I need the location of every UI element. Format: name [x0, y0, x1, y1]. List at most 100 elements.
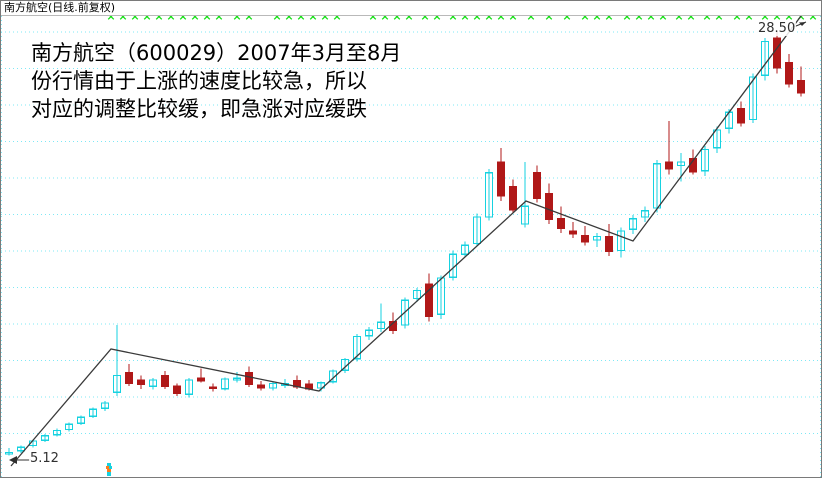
- swing-low-price-label: 5.12: [29, 451, 60, 466]
- candlestick: [760, 40, 770, 76]
- candlestick: [64, 423, 74, 431]
- candlestick: [556, 218, 566, 230]
- svg-text:×: ×: [272, 16, 281, 23]
- candlestick: [100, 402, 110, 409]
- candlestick: [88, 408, 98, 417]
- svg-text:×: ×: [332, 16, 341, 23]
- candlestick: [472, 216, 482, 245]
- candlestick: [52, 429, 62, 436]
- svg-text:×: ×: [526, 16, 535, 23]
- candlestick: [736, 108, 746, 124]
- svg-text:×: ×: [432, 16, 441, 23]
- candlestick: [352, 335, 362, 360]
- svg-text:×: ×: [732, 16, 741, 23]
- svg-text:×: ×: [244, 16, 253, 23]
- svg-text:×: ×: [214, 16, 223, 23]
- svg-text:×: ×: [484, 16, 493, 23]
- candlestick: [640, 210, 650, 218]
- chart-gridlines: [1, 16, 821, 477]
- candlestick: [364, 329, 374, 337]
- candlestick: [580, 234, 590, 243]
- candlestick: [76, 416, 86, 425]
- svg-text:×: ×: [674, 16, 683, 23]
- candlestick: [376, 321, 386, 330]
- candlestick: [400, 299, 410, 326]
- svg-text:×: ×: [284, 16, 293, 23]
- candlestick: [772, 37, 782, 69]
- candlestick: [532, 171, 542, 199]
- candlestick-series[interactable]: × × × × × × × × × × × × × × × × × × × × × × × × × × × × × × × × × × × × × × × ×…: [1, 16, 821, 477]
- svg-text:×: ×: [368, 16, 377, 23]
- candlestick: [256, 384, 266, 389]
- candlestick: [136, 379, 146, 386]
- svg-text:×: ×: [308, 16, 317, 23]
- candlestick: [184, 379, 194, 395]
- candlestick: [40, 435, 50, 441]
- svg-text:×: ×: [320, 16, 329, 23]
- volume-indicator-icon: [106, 463, 112, 476]
- page-title: 南方航空(日线.前复权): [4, 1, 116, 14]
- svg-text:×: ×: [646, 16, 655, 23]
- candlestick: [676, 161, 686, 167]
- candle-group: [4, 30, 806, 456]
- svg-text:×: ×: [392, 16, 401, 23]
- svg-text:×: ×: [714, 16, 723, 23]
- low-label-arrowhead: [9, 456, 17, 464]
- candlestick: [112, 374, 122, 393]
- candlestick: [712, 129, 722, 149]
- svg-text:×: ×: [760, 16, 769, 23]
- chart-plot-area[interactable]: × × × × × × × × × × × × × × × × × × × × × × × × × × × × × × × × × × × × × × × ×…: [1, 16, 821, 477]
- svg-text:×: ×: [622, 16, 631, 23]
- svg-text:×: ×: [118, 16, 127, 23]
- svg-text:×: ×: [796, 16, 805, 23]
- candlestick: [484, 171, 494, 218]
- candlestick: [160, 374, 170, 387]
- candlestick: [604, 235, 614, 253]
- svg-text:×: ×: [544, 16, 553, 23]
- candlestick: [592, 235, 602, 241]
- svg-text:×: ×: [404, 16, 413, 23]
- candlestick: [196, 377, 206, 382]
- candlestick: [340, 358, 350, 371]
- svg-text:×: ×: [702, 16, 711, 23]
- svg-text:×: ×: [772, 16, 781, 23]
- candlestick: [220, 378, 230, 390]
- candlestick: [496, 161, 506, 197]
- candlestick: [784, 62, 794, 85]
- commentary-line-3: 对应的调整比较缓，即急涨对应缓跌: [31, 97, 367, 121]
- candlestick: [508, 186, 518, 211]
- swing-high-price-label: 28.50: [757, 21, 797, 36]
- candlestick: [244, 372, 254, 386]
- candlestick: [232, 377, 242, 381]
- candlestick: [4, 451, 14, 455]
- svg-text:×: ×: [106, 16, 115, 23]
- svg-text:×: ×: [592, 16, 601, 23]
- svg-text:×: ×: [508, 16, 517, 23]
- candlestick: [544, 193, 554, 221]
- candlestick: [700, 148, 710, 172]
- candlestick: [748, 76, 758, 121]
- svg-text:×: ×: [154, 16, 163, 23]
- high-label-arrowhead: [799, 22, 806, 26]
- candlestick: [148, 379, 158, 387]
- svg-text:×: ×: [190, 16, 199, 23]
- svg-text:×: ×: [380, 16, 389, 23]
- candlestick: [412, 289, 422, 300]
- svg-text:×: ×: [686, 16, 695, 23]
- commentary-line-1: 南方航空（600029）2007年3月至8月: [31, 41, 402, 65]
- candlestick: [616, 230, 626, 252]
- candlestick: [328, 370, 338, 383]
- svg-text:×: ×: [460, 16, 469, 23]
- svg-text:×: ×: [744, 16, 753, 23]
- candlestick: [172, 385, 182, 394]
- svg-text:×: ×: [472, 16, 481, 23]
- svg-text:×: ×: [296, 16, 305, 23]
- candlestick: [664, 161, 674, 170]
- candlestick: [16, 446, 26, 452]
- commentary-annotation: 南方航空（600029）2007年3月至8月 份行情由于上涨的速度比较急，所以 …: [31, 39, 401, 123]
- candlestick: [124, 372, 134, 385]
- svg-text:×: ×: [808, 16, 817, 23]
- svg-text:×: ×: [784, 16, 793, 23]
- svg-text:×: ×: [178, 16, 187, 23]
